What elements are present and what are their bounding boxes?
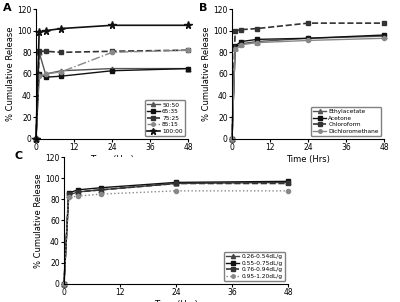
Y-axis label: % Cumulative Release: % Cumulative Release xyxy=(202,27,210,121)
Legend: 50:50, 65:35, 75:25, 85:15, 100:00: 50:50, 65:35, 75:25, 85:15, 100:00 xyxy=(145,100,185,136)
Y-axis label: % Cumulative Release: % Cumulative Release xyxy=(34,173,42,268)
Legend: 0.26-0.54dL/g, 0.55-0.75dL/g, 0.76-0.94dL/g, 0.95-1.20dL/g: 0.26-0.54dL/g, 0.55-0.75dL/g, 0.76-0.94d… xyxy=(224,252,285,281)
Text: A: A xyxy=(2,3,11,13)
Text: B: B xyxy=(198,3,207,13)
X-axis label: Time (Hrs): Time (Hrs) xyxy=(154,300,198,302)
Y-axis label: % Cumulative Release: % Cumulative Release xyxy=(6,27,14,121)
X-axis label: Time (Hrs): Time (Hrs) xyxy=(90,155,134,164)
Legend: Ethylacetate, Acetone, Chloroform, Dichloromethane: Ethylacetate, Acetone, Chloroform, Dichl… xyxy=(311,107,381,136)
Text: C: C xyxy=(15,151,23,161)
X-axis label: Time (Hrs): Time (Hrs) xyxy=(286,155,330,164)
